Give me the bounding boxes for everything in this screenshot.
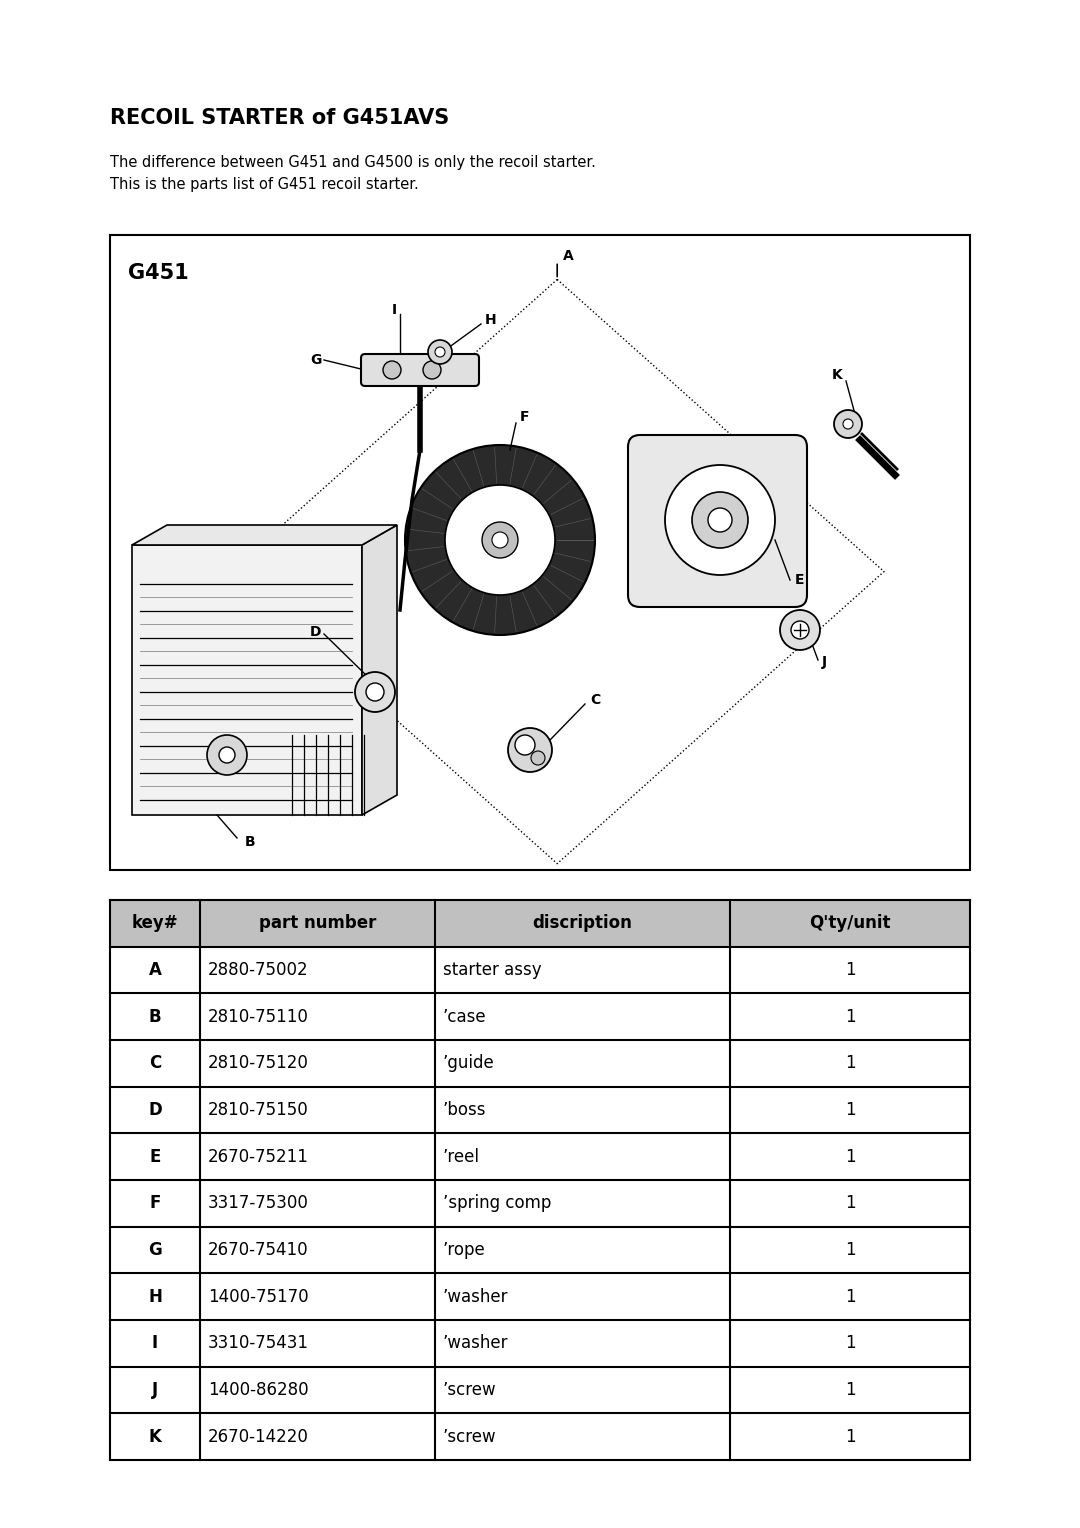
Polygon shape bbox=[362, 526, 397, 814]
Text: 1: 1 bbox=[845, 1148, 855, 1166]
Text: H: H bbox=[148, 1288, 162, 1305]
Text: F: F bbox=[519, 410, 529, 423]
FancyBboxPatch shape bbox=[627, 435, 807, 607]
Text: I: I bbox=[392, 303, 397, 316]
Text: This is the parts list of G451 recoil starter.: This is the parts list of G451 recoil st… bbox=[110, 177, 419, 193]
Bar bbox=[110, 235, 970, 869]
Text: 1: 1 bbox=[845, 1241, 855, 1259]
Circle shape bbox=[207, 735, 247, 775]
Text: G451: G451 bbox=[129, 263, 189, 283]
Circle shape bbox=[531, 750, 545, 766]
Text: 1: 1 bbox=[845, 1195, 855, 1212]
Text: C: C bbox=[149, 1054, 161, 1073]
Text: 2810-75150: 2810-75150 bbox=[208, 1102, 309, 1118]
Text: 1: 1 bbox=[845, 1102, 855, 1118]
Text: 2880-75002: 2880-75002 bbox=[208, 961, 309, 979]
Text: H: H bbox=[485, 313, 497, 327]
Text: C: C bbox=[590, 694, 600, 707]
Text: 3317-75300: 3317-75300 bbox=[208, 1195, 309, 1212]
Text: A: A bbox=[563, 249, 573, 263]
Text: 1: 1 bbox=[845, 1288, 855, 1305]
Circle shape bbox=[834, 410, 862, 439]
Text: 1: 1 bbox=[845, 1054, 855, 1073]
Circle shape bbox=[843, 419, 853, 429]
Text: I: I bbox=[152, 1334, 158, 1352]
Text: E: E bbox=[149, 1148, 161, 1166]
Text: 2670-14220: 2670-14220 bbox=[208, 1427, 309, 1445]
Text: G: G bbox=[148, 1241, 162, 1259]
Text: RECOIL STARTER of G451AVS: RECOIL STARTER of G451AVS bbox=[110, 108, 449, 128]
Text: ’washer: ’washer bbox=[443, 1334, 509, 1352]
Text: F: F bbox=[149, 1195, 161, 1212]
Text: J: J bbox=[822, 656, 827, 669]
Text: part number: part number bbox=[259, 914, 376, 932]
Circle shape bbox=[780, 610, 820, 649]
FancyBboxPatch shape bbox=[132, 545, 362, 814]
Text: 1: 1 bbox=[845, 961, 855, 979]
Text: ’washer: ’washer bbox=[443, 1288, 509, 1305]
Text: starter assy: starter assy bbox=[443, 961, 542, 979]
Text: 1: 1 bbox=[845, 1334, 855, 1352]
Text: K: K bbox=[149, 1427, 161, 1445]
Circle shape bbox=[435, 347, 445, 358]
Circle shape bbox=[219, 747, 235, 762]
Text: D: D bbox=[148, 1102, 162, 1118]
Text: 2810-75110: 2810-75110 bbox=[208, 1007, 309, 1025]
Circle shape bbox=[355, 672, 395, 712]
Circle shape bbox=[445, 484, 555, 594]
Text: The difference between G451 and G4500 is only the recoil starter.: The difference between G451 and G4500 is… bbox=[110, 154, 596, 170]
Text: ’reel: ’reel bbox=[443, 1148, 480, 1166]
Circle shape bbox=[692, 492, 748, 549]
Text: 2670-75410: 2670-75410 bbox=[208, 1241, 309, 1259]
Text: ’boss: ’boss bbox=[443, 1102, 486, 1118]
Polygon shape bbox=[132, 526, 397, 545]
Text: ’spring comp: ’spring comp bbox=[443, 1195, 552, 1212]
Circle shape bbox=[366, 683, 384, 701]
Circle shape bbox=[428, 341, 453, 364]
Circle shape bbox=[665, 465, 775, 575]
Text: D: D bbox=[310, 625, 322, 639]
Text: E: E bbox=[795, 573, 805, 587]
Circle shape bbox=[492, 532, 508, 549]
Text: Q'ty/unit: Q'ty/unit bbox=[809, 914, 891, 932]
Text: J: J bbox=[152, 1381, 158, 1400]
Circle shape bbox=[423, 361, 441, 379]
Text: 2670-75211: 2670-75211 bbox=[208, 1148, 309, 1166]
Text: 1: 1 bbox=[845, 1427, 855, 1445]
Text: G: G bbox=[310, 353, 322, 367]
Text: ’rope: ’rope bbox=[443, 1241, 486, 1259]
Circle shape bbox=[482, 523, 518, 558]
Text: ’screw: ’screw bbox=[443, 1427, 497, 1445]
FancyBboxPatch shape bbox=[361, 354, 480, 387]
Bar bbox=[110, 900, 970, 947]
Text: 1400-75170: 1400-75170 bbox=[208, 1288, 309, 1305]
Text: 1: 1 bbox=[845, 1007, 855, 1025]
Text: ’guide: ’guide bbox=[443, 1054, 495, 1073]
Text: B: B bbox=[149, 1007, 161, 1025]
Text: key#: key# bbox=[132, 914, 178, 932]
Text: K: K bbox=[832, 368, 842, 382]
Circle shape bbox=[405, 445, 595, 636]
Text: A: A bbox=[149, 961, 161, 979]
Circle shape bbox=[383, 361, 401, 379]
Text: 1: 1 bbox=[845, 1381, 855, 1400]
Circle shape bbox=[791, 620, 809, 639]
Circle shape bbox=[508, 727, 552, 772]
Circle shape bbox=[515, 735, 535, 755]
Text: 2810-75120: 2810-75120 bbox=[208, 1054, 309, 1073]
Text: ’case: ’case bbox=[443, 1007, 487, 1025]
Text: ’screw: ’screw bbox=[443, 1381, 497, 1400]
Text: B: B bbox=[245, 834, 256, 850]
Text: 1400-86280: 1400-86280 bbox=[208, 1381, 309, 1400]
Text: discription: discription bbox=[532, 914, 633, 932]
Text: 3310-75431: 3310-75431 bbox=[208, 1334, 309, 1352]
Circle shape bbox=[708, 507, 732, 532]
